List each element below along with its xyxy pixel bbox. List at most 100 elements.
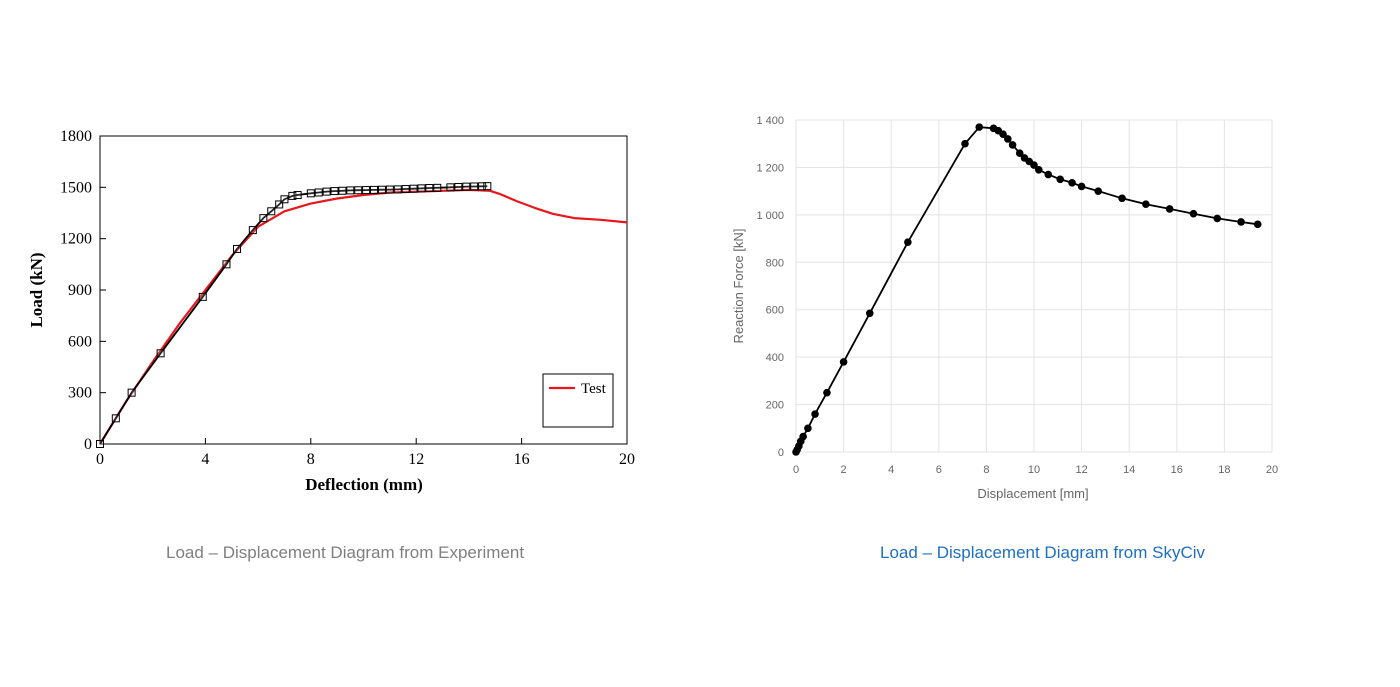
reaction-force-point xyxy=(1237,218,1245,226)
reaction-force-point xyxy=(1165,205,1174,213)
model-data-point xyxy=(385,185,394,194)
model-data-point xyxy=(370,185,379,194)
y-tick-label: 800 xyxy=(766,257,784,269)
model-series-line xyxy=(99,185,488,445)
reaction-force-point xyxy=(1008,141,1017,149)
model-data-point xyxy=(417,184,426,193)
reaction-force-point xyxy=(1015,149,1024,157)
model-data-point xyxy=(259,214,268,223)
reaction-force-point xyxy=(839,358,848,366)
experiment-y-axis-label: Load (kN) xyxy=(27,252,46,327)
x-tick-label: 8 xyxy=(307,451,315,468)
model-data-point xyxy=(433,183,442,192)
model-data-point xyxy=(267,207,276,216)
reaction-force-point xyxy=(1034,166,1043,174)
model-data-point xyxy=(322,187,331,196)
model-data-point xyxy=(377,185,386,194)
skyciv-x-axis-label: Displacement [mm] xyxy=(977,486,1088,501)
y-tick-label: 600 xyxy=(766,305,784,317)
reaction-force-point xyxy=(795,442,803,450)
reaction-force-point xyxy=(1020,154,1029,162)
x-tick-label: 0 xyxy=(96,451,104,468)
model-data-point xyxy=(306,189,315,198)
y-tick-label: 300 xyxy=(68,385,92,402)
reaction-force-point xyxy=(1118,194,1126,203)
model-data-point xyxy=(478,182,487,191)
reaction-force-point xyxy=(792,448,800,456)
model-data-point xyxy=(314,188,323,197)
model-data-point xyxy=(127,388,136,397)
reaction-force-line xyxy=(795,126,1258,453)
reaction-force-point xyxy=(823,388,831,397)
skyciv-y-axis-label: Reaction Force [kN] xyxy=(731,229,746,344)
reaction-force-point xyxy=(999,130,1007,139)
reaction-force-point xyxy=(1030,161,1038,169)
model-data-point xyxy=(354,186,363,195)
reaction-force-point xyxy=(1004,135,1012,143)
model-data-point xyxy=(425,184,434,193)
reaction-force-point xyxy=(1213,214,1222,223)
model-data-point xyxy=(96,440,104,448)
x-tick-label: 6 xyxy=(936,464,942,476)
y-tick-label: 1500 xyxy=(60,179,92,196)
reaction-force-point xyxy=(975,123,984,131)
reaction-force-point xyxy=(1189,209,1198,218)
reaction-force-point xyxy=(793,445,801,454)
reaction-force-point xyxy=(804,424,812,433)
y-tick-label: 0 xyxy=(778,447,784,459)
skyciv-caption: Load – Displacement Diagram from SkyCiv xyxy=(880,543,1206,562)
y-tick-label: 0 xyxy=(84,436,92,453)
reaction-force-point xyxy=(1077,182,1086,191)
reaction-force-point xyxy=(1044,170,1053,179)
reaction-force-point xyxy=(799,432,807,441)
x-tick-label: 8 xyxy=(983,464,989,476)
model-data-point xyxy=(454,182,463,191)
reaction-force-point xyxy=(961,139,969,148)
reaction-force-point xyxy=(811,410,819,418)
x-tick-label: 4 xyxy=(201,451,209,468)
model-data-point xyxy=(293,191,302,200)
experiment-chart: 0 4 8 12 16 20 0 300 600 900 1200 1500 1800 Test Def… xyxy=(27,128,635,494)
reaction-force-point xyxy=(904,238,912,246)
x-tick-label: 20 xyxy=(619,451,635,468)
model-data-point xyxy=(393,185,402,194)
model-data-point xyxy=(233,244,242,253)
legend-box xyxy=(542,373,614,428)
y-tick-label: 200 xyxy=(766,400,784,412)
experiment-plot-area: 0 4 8 12 16 20 0 300 600 900 1200 1500 1800 xyxy=(60,128,635,468)
x-tick-label: 20 xyxy=(1266,464,1278,476)
experiment-legend: Test xyxy=(542,373,614,428)
reaction-force-point xyxy=(1094,187,1103,195)
model-data-point xyxy=(409,184,418,193)
y-tick-label: 400 xyxy=(766,352,784,364)
x-tick-label: 0 xyxy=(793,464,799,476)
legend-test-label: Test xyxy=(581,381,607,397)
model-data-point xyxy=(470,182,479,191)
x-tick-label: 16 xyxy=(1171,464,1183,476)
model-data-point xyxy=(330,187,339,196)
reaction-force-point xyxy=(994,126,1003,135)
y-tick-label: 600 xyxy=(68,333,92,350)
y-tick-label: 900 xyxy=(68,282,92,299)
model-data-point xyxy=(280,195,289,204)
model-data-point xyxy=(288,191,297,200)
model-data-point xyxy=(401,185,410,194)
reaction-force-point xyxy=(1056,175,1064,184)
x-tick-label: 14 xyxy=(1123,464,1135,476)
x-tick-label: 18 xyxy=(1218,464,1230,476)
model-data-point xyxy=(156,349,165,358)
model-data-point xyxy=(346,186,355,195)
reaction-force-point xyxy=(1142,200,1150,208)
reaction-force-point xyxy=(1068,179,1076,187)
reaction-force-point xyxy=(796,437,805,446)
y-tick-label: 1 000 xyxy=(756,210,784,222)
x-tick-label: 12 xyxy=(1075,464,1087,476)
reaction-force-point xyxy=(1025,157,1034,166)
y-tick-label: 1800 xyxy=(60,128,92,145)
model-data-point xyxy=(362,186,371,195)
model-data-point xyxy=(111,414,120,423)
experiment-x-axis-label: Deflection (mm) xyxy=(305,475,423,494)
x-tick-label: 12 xyxy=(408,451,424,468)
model-data-point xyxy=(338,186,347,195)
